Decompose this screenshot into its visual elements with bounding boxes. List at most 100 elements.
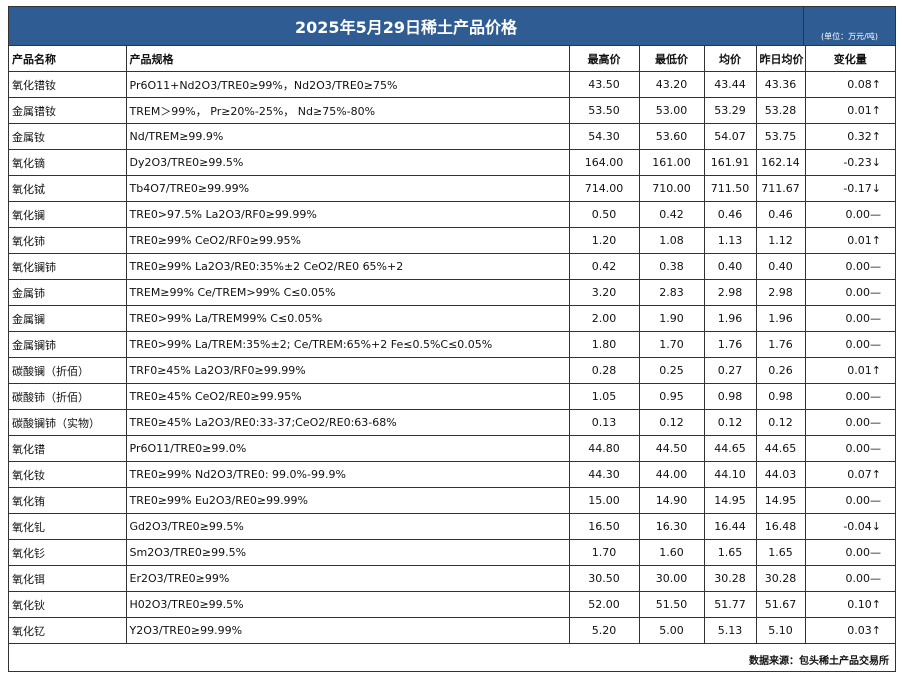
low-price-cell: 1.90 xyxy=(638,305,705,332)
table-row: 氧化铽 Tb4O7/TRE0≥99.99% 714.00 710.00 711.50 71… xyxy=(9,175,895,202)
low-price-cell: 5.00 xyxy=(638,617,705,644)
high-price-cell: 0.42 xyxy=(568,253,640,280)
avg-price-cell: 5.13 xyxy=(703,617,757,644)
product-name-cell: 金属铈 xyxy=(9,279,127,306)
yesterday-avg-cell: 0.98 xyxy=(755,383,806,410)
product-spec-cell: TRE0≥99% La2O3/RE0:35%±2 CeO2/RE0 65%+2 xyxy=(125,253,570,280)
yesterday-avg-cell: 14.95 xyxy=(755,487,806,514)
product-name-cell: 碳酸镧（折佰） xyxy=(9,357,127,384)
change-cell: 0.00— xyxy=(804,279,895,306)
unit-label: (单位：万元/吨) xyxy=(804,7,895,45)
change-cell: 0.00— xyxy=(804,409,895,436)
low-price-cell: 44.50 xyxy=(638,435,705,462)
high-price-cell: 164.00 xyxy=(568,149,640,176)
product-spec-cell: Tb4O7/TRE0≥99.99% xyxy=(125,175,570,202)
yesterday-avg-cell: 44.03 xyxy=(755,461,806,488)
product-name-cell: 氧化钆 xyxy=(9,513,127,540)
product-spec-cell: TRF0≥45% La2O3/RF0≥99.99% xyxy=(125,357,570,384)
high-price-cell: 16.50 xyxy=(568,513,640,540)
table-row: 碳酸镧（折佰） TRF0≥45% La2O3/RF0≥99.99% 0.28 0.25… xyxy=(9,357,895,384)
low-price-cell: 161.00 xyxy=(638,149,705,176)
low-price-cell: 0.38 xyxy=(638,253,705,280)
low-price-cell: 53.60 xyxy=(638,123,705,150)
product-name-cell: 氧化铈 xyxy=(9,227,127,254)
high-price-cell: 3.20 xyxy=(568,279,640,306)
product-spec-cell: TRE0>99% La/TREM99% C≤0.05% xyxy=(125,305,570,332)
product-name-cell: 氧化镝 xyxy=(9,149,127,176)
change-cell: 0.10↑ xyxy=(804,591,895,618)
yesterday-avg-cell: 2.98 xyxy=(755,279,806,306)
table-row: 氧化镧 TRE0>97.5% La2O3/RF0≥99.99% 0.50 0.42 0.… xyxy=(9,201,895,228)
yesterday-avg-cell: 0.26 xyxy=(755,357,806,384)
table-row: 金属镧铈 TRE0>99% La/TREM:35%±2; Ce/TREM:65%+… xyxy=(9,331,895,358)
header-row: 产品名称 产品规格 最高价 最低价 均价 昨日均价 变化量 xyxy=(9,45,895,72)
high-price-cell: 0.28 xyxy=(568,357,640,384)
avg-price-cell: 30.28 xyxy=(703,565,757,592)
high-price-cell: 1.80 xyxy=(568,331,640,358)
high-price-cell: 15.00 xyxy=(568,487,640,514)
high-price-cell: 0.13 xyxy=(568,409,640,436)
yesterday-avg-cell: 1.65 xyxy=(755,539,806,566)
avg-price-cell: 51.77 xyxy=(703,591,757,618)
yesterday-avg-cell: 5.10 xyxy=(755,617,806,644)
low-price-cell: 30.00 xyxy=(638,565,705,592)
table-row: 氧化钐 Sm2O3/TRE0≥99.5% 1.70 1.60 1.65 1.65 0.00— xyxy=(9,539,895,566)
avg-price-cell: 0.27 xyxy=(703,357,757,384)
product-name-cell: 氧化镨钕 xyxy=(9,71,127,98)
product-spec-cell: Sm2O3/TRE0≥99.5% xyxy=(125,539,570,566)
product-spec-cell: H02O3/TRE0≥99.5% xyxy=(125,591,570,618)
low-price-cell: 0.25 xyxy=(638,357,705,384)
low-price-cell: 43.20 xyxy=(638,71,705,98)
yesterday-avg-cell: 16.48 xyxy=(755,513,806,540)
table-row: 氧化铕 TRE0≥99% Eu2O3/RE0≥99.99% 15.00 14.90 14… xyxy=(9,487,895,514)
yesterday-avg-cell: 0.46 xyxy=(755,201,806,228)
high-price-cell: 0.50 xyxy=(568,201,640,228)
change-cell: 0.32↑ xyxy=(804,123,895,150)
page-title: 2025年5月29日稀土产品价格 xyxy=(9,7,804,45)
high-price-cell: 5.20 xyxy=(568,617,640,644)
yesterday-avg-cell: 0.12 xyxy=(755,409,806,436)
table-row: 氧化钆 Gd2O3/TRE0≥99.5% 16.50 16.30 16.44 16.48-… xyxy=(9,513,895,540)
change-cell: 0.00— xyxy=(804,435,895,462)
avg-price-cell: 54.07 xyxy=(703,123,757,150)
yesterday-avg-cell: 53.28 xyxy=(755,97,806,124)
header-name: 产品名称 xyxy=(9,45,127,72)
product-spec-cell: Gd2O3/TRE0≥99.5% xyxy=(125,513,570,540)
low-price-cell: 53.00 xyxy=(638,97,705,124)
avg-price-cell: 53.29 xyxy=(703,97,757,124)
table-row: 氧化镨钕 Pr6O11+Nd2O3/TRE0≥99%，Nd2O3/TRE0≥75%… xyxy=(9,71,895,98)
change-cell: 0.00— xyxy=(804,331,895,358)
product-spec-cell: Y2O3/TRE0≥99.99% xyxy=(125,617,570,644)
low-price-cell: 44.00 xyxy=(638,461,705,488)
low-price-cell: 0.42 xyxy=(638,201,705,228)
low-price-cell: 0.12 xyxy=(638,409,705,436)
product-spec-cell: TRE0≥99% Eu2O3/RE0≥99.99% xyxy=(125,487,570,514)
product-spec-cell: TRE0≥99% Nd2O3/TRE0: 99.0%-99.9% xyxy=(125,461,570,488)
table-row: 碳酸镧铈（实物） TRE0≥45% La2O3/RE0:33-37;CeO2/RE… xyxy=(9,409,895,436)
high-price-cell: 2.00 xyxy=(568,305,640,332)
product-name-cell: 氧化铒 xyxy=(9,565,127,592)
yesterday-avg-cell: 1.96 xyxy=(755,305,806,332)
product-spec-cell: Pr6O11+Nd2O3/TRE0≥99%，Nd2O3/TRE0≥75% xyxy=(125,71,570,98)
change-cell: -0.04↓ xyxy=(804,513,895,540)
change-cell: 0.03↑ xyxy=(804,617,895,644)
low-price-cell: 0.95 xyxy=(638,383,705,410)
avg-price-cell: 161.91 xyxy=(703,149,757,176)
product-spec-cell: TRE0>99% La/TREM:35%±2; Ce/TREM:65%+2 Fe… xyxy=(125,331,570,358)
low-price-cell: 710.00 xyxy=(638,175,705,202)
header-change: 变化量 xyxy=(804,45,895,72)
avg-price-cell: 711.50 xyxy=(703,175,757,202)
avg-price-cell: 14.95 xyxy=(703,487,757,514)
table-row: 氧化铒 Er2O3/TRE0≥99% 30.50 30.00 30.28 30.28 0.0… xyxy=(9,565,895,592)
change-cell: -0.23↓ xyxy=(804,149,895,176)
change-cell: 0.08↑ xyxy=(804,71,895,98)
low-price-cell: 16.30 xyxy=(638,513,705,540)
product-spec-cell: TRE0≥45% CeO2/RE0≥99.95% xyxy=(125,383,570,410)
change-cell: 0.00— xyxy=(804,539,895,566)
avg-price-cell: 2.98 xyxy=(703,279,757,306)
product-name-cell: 金属镧 xyxy=(9,305,127,332)
change-cell: 0.00— xyxy=(804,565,895,592)
price-table: 产品名称 产品规格 最高价 最低价 均价 昨日均价 变化量 氧化镨钕 Pr6O11… xyxy=(9,45,895,644)
high-price-cell: 43.50 xyxy=(568,71,640,98)
table-row: 氧化镨 Pr6O11/TRE0≥99.0% 44.80 44.50 44.65 44.65… xyxy=(9,435,895,462)
